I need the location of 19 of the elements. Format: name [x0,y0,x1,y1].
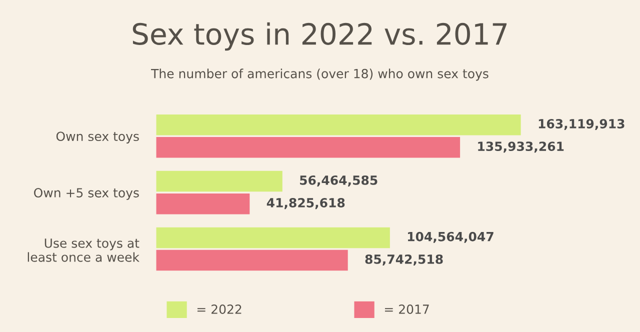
bar [156,137,460,158]
legend-label: = 2017 [384,304,429,314]
bar [156,227,390,248]
bar [156,114,521,136]
legend-label: = 2022 [197,304,242,314]
data-label: 135,933,261 [478,142,564,153]
bar [156,250,348,271]
bar [156,193,250,214]
data-label: 56,464,585 [300,175,378,186]
chart-subtitle: The number of americans (over 18) who own sex toys [151,68,488,81]
data-label: 41,825,618 [266,198,345,210]
y-tick-label: Own +5 sex toys [34,188,139,200]
chart-title: Sex toys in 2022 vs. 2017 [132,22,507,51]
y-tick-label: Own sex toys [56,132,139,144]
bar [156,170,282,192]
data-label: 104,564,047 [408,232,494,243]
data-label: 85,742,518 [365,254,443,266]
y-tick-label: Use sex toys at least once a week [28,238,140,262]
data-label: 163,119,913 [538,119,624,130]
